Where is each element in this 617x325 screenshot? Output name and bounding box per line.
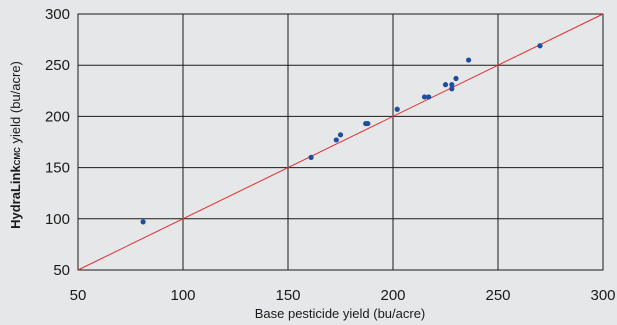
y-axis-title-brand: HydraLink [8,165,23,229]
data-point [442,82,449,88]
x-tick-label: 200 [380,287,405,304]
x-tick-label: 100 [170,287,195,304]
grid [77,13,604,271]
x-tick-label: 300 [590,287,615,304]
data-points [140,43,543,225]
y-axis-ticks: 50 100 150 200 250 300 [45,6,70,279]
data-point [333,137,339,143]
y-tick-label: 250 [45,57,70,74]
x-tick-label: 250 [485,287,510,304]
y-tick-label: 50 [53,262,70,279]
x-tick-label: 150 [275,287,300,304]
y-axis-title-rest: yield (bu/acre) [8,61,23,147]
data-point [365,120,371,127]
data-point [426,94,432,100]
x-axis-ticks: 50 100 150 200 250 300 [70,287,616,304]
reference-line-y-equals-x [77,13,604,271]
y-axis-title-subscript: CMC [13,147,22,165]
y-tick-label: 200 [45,108,70,125]
data-point [140,219,146,225]
data-point [453,75,459,82]
plot-frame [77,13,604,271]
data-point [394,106,400,112]
y-tick-label: 300 [45,6,70,23]
data-point [421,94,428,100]
y-axis-title: HydraLinkCMC yield (bu/acre) [8,61,23,229]
data-point [537,43,543,49]
data-point [308,154,314,160]
data-point [337,132,344,138]
data-point [449,82,455,88]
y-tick-label: 150 [45,160,70,177]
x-tick-label: 50 [70,287,87,304]
data-point [466,57,472,63]
data-point [449,86,455,92]
x-axis-title: Base pesticide yield (bu/acre) [255,306,426,321]
y-tick-label: 100 [45,211,70,228]
